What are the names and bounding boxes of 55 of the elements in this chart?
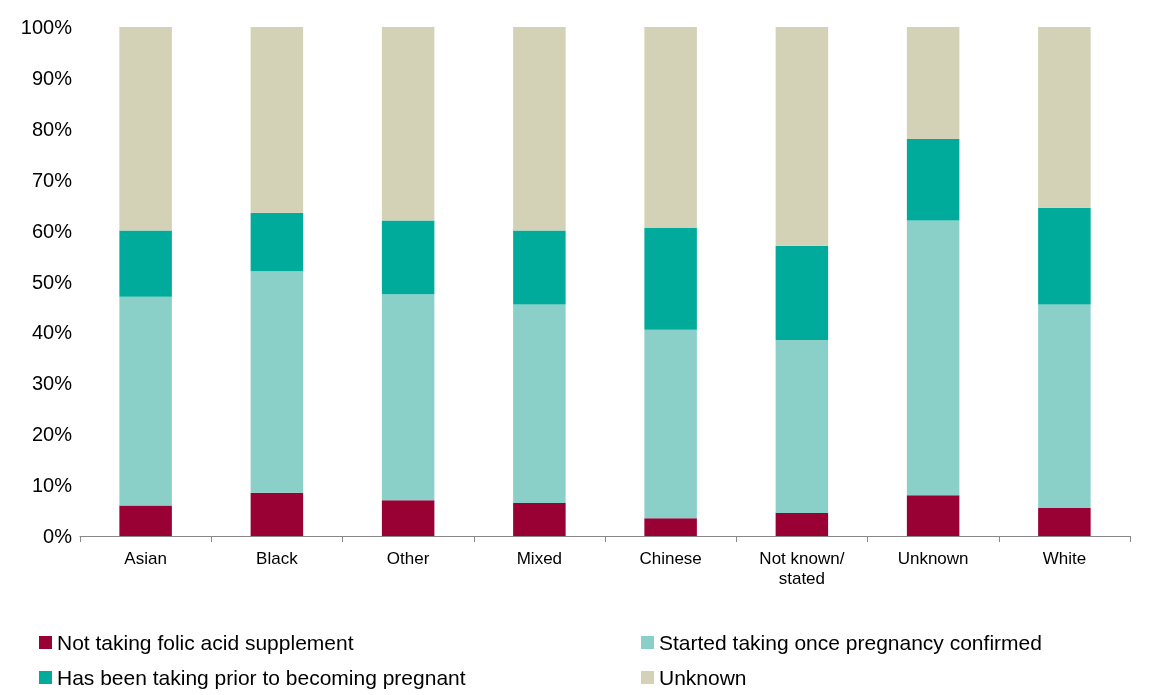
bar [775, 340, 829, 514]
bar [250, 27, 304, 213]
x-tick-label: Other [386, 548, 430, 568]
bar [1038, 207, 1091, 305]
bar [775, 27, 829, 246]
y-tick-label: 90% [31, 66, 73, 89]
bar [906, 138, 960, 221]
bar [381, 500, 435, 536]
x-tick-label: Not known/stated [759, 548, 845, 588]
y-tick-label: 50% [31, 270, 73, 293]
y-tick-label: 20% [31, 423, 73, 446]
bar [119, 230, 172, 297]
legend-label: Not taking folic acid supplement [57, 631, 354, 654]
bar [644, 518, 697, 536]
bar [513, 27, 566, 231]
bar [381, 294, 435, 501]
bar [119, 296, 172, 506]
bar [775, 245, 829, 341]
bar [906, 27, 960, 139]
bar [906, 220, 960, 496]
bar [513, 502, 566, 536]
y-tick-label: 80% [31, 117, 73, 140]
y-tick-label: 100% [20, 16, 73, 38]
bar [250, 271, 304, 493]
y-tick-label: 40% [31, 321, 73, 344]
bar [906, 495, 960, 536]
bar [513, 230, 566, 305]
bar [250, 212, 304, 272]
x-tick-label: Unknown [897, 548, 969, 568]
bar [250, 492, 304, 536]
y-tick-label: 60% [31, 219, 73, 242]
bar [119, 27, 172, 231]
x-tick-label: Asian [124, 548, 167, 568]
legend-label: Unknown [659, 666, 747, 689]
bar [775, 513, 829, 536]
legend-label: Started taking once pregnancy confirmed [659, 631, 1042, 654]
bar [1038, 27, 1091, 208]
x-tick-label: Black [256, 548, 299, 568]
y-tick-label: 30% [31, 372, 73, 395]
y-tick-label: 70% [31, 168, 73, 191]
bar [513, 304, 566, 503]
x-tick-label: White [1042, 548, 1087, 568]
bar [644, 228, 697, 330]
x-tick-label: Mixed [516, 548, 563, 568]
bar [119, 505, 172, 536]
bar [644, 27, 697, 229]
bar [1038, 304, 1091, 509]
bar [381, 27, 435, 221]
y-tick-label: 10% [31, 474, 73, 497]
bar [1038, 508, 1091, 536]
bar [381, 220, 435, 295]
legend-label: Has been taking prior to becoming pregnant [57, 666, 466, 689]
bar [644, 329, 697, 519]
x-tick-label: Chinese [639, 548, 702, 568]
y-tick-label: 0% [43, 525, 73, 547]
